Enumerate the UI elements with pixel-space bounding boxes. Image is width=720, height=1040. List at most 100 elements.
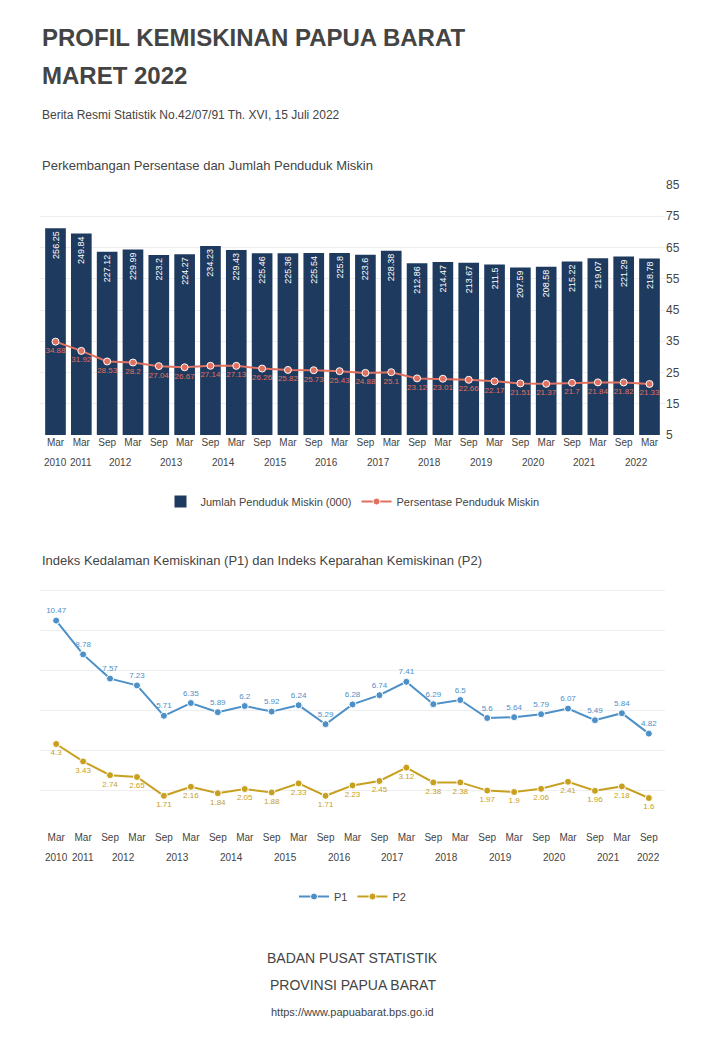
svg-text:PROFIL KEMISKINAN PAPUA BARAT: PROFIL KEMISKINAN PAPUA BARAT — [42, 24, 465, 51]
svg-text:MARET 2022: MARET 2022 — [42, 62, 187, 89]
svg-text:21.37: 21.37 — [536, 388, 557, 397]
svg-text:2019: 2019 — [470, 457, 493, 468]
svg-text:6.74: 6.74 — [372, 681, 388, 690]
svg-text:Sep: Sep — [615, 437, 633, 448]
svg-text:Mar: Mar — [74, 832, 92, 843]
svg-text:Sep: Sep — [424, 832, 442, 843]
svg-text:Mar: Mar — [48, 832, 66, 843]
svg-text:2010: 2010 — [45, 852, 68, 863]
svg-text:211.5: 211.5 — [490, 267, 500, 289]
svg-text:2018: 2018 — [435, 852, 458, 863]
svg-text:2021: 2021 — [597, 852, 620, 863]
svg-text:2.23: 2.23 — [345, 790, 361, 799]
svg-text:Sep: Sep — [150, 437, 168, 448]
svg-text:21.51: 21.51 — [510, 388, 531, 397]
svg-text:Mar: Mar — [182, 832, 200, 843]
svg-text:Mar: Mar — [559, 832, 577, 843]
svg-text:Mar: Mar — [228, 437, 246, 448]
svg-text:214.47: 214.47 — [438, 265, 448, 293]
svg-text:5.29: 5.29 — [318, 710, 334, 719]
svg-text:2019: 2019 — [489, 852, 512, 863]
svg-text:1.6: 1.6 — [643, 802, 655, 811]
svg-text:6.5: 6.5 — [455, 686, 467, 695]
svg-text:Sep: Sep — [263, 832, 281, 843]
svg-text:Mar: Mar — [434, 437, 452, 448]
svg-text:2017: 2017 — [367, 457, 390, 468]
svg-text:34.88: 34.88 — [45, 346, 66, 355]
svg-text:25.73: 25.73 — [304, 375, 325, 384]
svg-text:1.84: 1.84 — [210, 798, 226, 807]
svg-text:5: 5 — [666, 428, 673, 442]
svg-text:PROVINSI PAPUA BARAT: PROVINSI PAPUA BARAT — [270, 977, 436, 993]
svg-text:Mar: Mar — [452, 832, 470, 843]
svg-text:2021: 2021 — [573, 457, 596, 468]
svg-text:2.38: 2.38 — [426, 787, 442, 796]
svg-text:Sep: Sep — [532, 832, 550, 843]
svg-text:Sep: Sep — [317, 832, 335, 843]
svg-text:2014: 2014 — [220, 852, 243, 863]
svg-text:Sep: Sep — [511, 437, 529, 448]
svg-text:25: 25 — [666, 366, 680, 380]
svg-text:2.38: 2.38 — [452, 787, 468, 796]
svg-text:2.06: 2.06 — [533, 793, 549, 802]
svg-text:2018: 2018 — [418, 457, 441, 468]
svg-text:1.88: 1.88 — [264, 797, 280, 806]
svg-text:219.07: 219.07 — [593, 261, 603, 289]
svg-text:Sep: Sep — [586, 832, 604, 843]
svg-text:27.04: 27.04 — [149, 371, 170, 380]
svg-text:213.67: 213.67 — [464, 266, 474, 294]
svg-text:Mar: Mar — [290, 832, 308, 843]
svg-text:1.71: 1.71 — [318, 800, 334, 809]
svg-text:225.46: 225.46 — [257, 256, 267, 284]
svg-text:24.88: 24.88 — [355, 377, 376, 386]
svg-text:8.78: 8.78 — [75, 640, 91, 649]
svg-text:26.26: 26.26 — [252, 373, 273, 382]
svg-text:223.2: 223.2 — [154, 258, 164, 281]
svg-text:Sep: Sep — [408, 437, 426, 448]
svg-text:225.8: 225.8 — [335, 256, 345, 279]
svg-text:21.7: 21.7 — [564, 387, 580, 396]
svg-text:Mar: Mar — [589, 437, 607, 448]
svg-text:224.27: 224.27 — [180, 257, 190, 285]
svg-text:Perkembangan Persentase dan Ju: Perkembangan Persentase dan Jumlah Pendu… — [42, 158, 373, 173]
svg-text:2.45: 2.45 — [372, 785, 388, 794]
svg-text:2013: 2013 — [166, 852, 189, 863]
svg-text:6.28: 6.28 — [345, 690, 361, 699]
svg-text:228.38: 228.38 — [386, 254, 396, 282]
svg-text:4.82: 4.82 — [641, 719, 657, 728]
svg-text:Mar: Mar — [279, 437, 297, 448]
svg-text:5.79: 5.79 — [533, 700, 549, 709]
svg-text:28.2: 28.2 — [125, 367, 141, 376]
svg-text:2.16: 2.16 — [183, 791, 199, 800]
svg-text:207.59: 207.59 — [515, 271, 525, 299]
svg-text:75: 75 — [666, 209, 680, 223]
svg-text:2.41: 2.41 — [560, 786, 576, 795]
svg-text:2022: 2022 — [637, 852, 660, 863]
svg-text:Sep: Sep — [305, 437, 323, 448]
svg-text:Persentase Penduduk Miskin: Persentase Penduduk Miskin — [397, 496, 539, 508]
svg-text:21.82: 21.82 — [614, 387, 635, 396]
svg-text:5.84: 5.84 — [614, 699, 630, 708]
svg-text:227.12: 227.12 — [102, 255, 112, 283]
svg-text:2016: 2016 — [315, 457, 338, 468]
svg-text:2011: 2011 — [70, 457, 92, 468]
svg-text:10.47: 10.47 — [46, 606, 67, 615]
svg-text:2.05: 2.05 — [237, 793, 253, 802]
svg-text:P2: P2 — [392, 891, 405, 903]
svg-text:7.23: 7.23 — [129, 671, 145, 680]
svg-text:Sep: Sep — [460, 437, 478, 448]
svg-text:Mar: Mar — [538, 437, 556, 448]
svg-text:23.12: 23.12 — [407, 383, 428, 392]
svg-text:Mar: Mar — [641, 437, 659, 448]
svg-text:212.86: 212.86 — [412, 266, 422, 294]
svg-text:85: 85 — [666, 178, 680, 192]
svg-text:256.25: 256.25 — [51, 231, 61, 259]
svg-text:2010: 2010 — [44, 457, 67, 468]
svg-text:6.24: 6.24 — [291, 691, 307, 700]
svg-text:Mar: Mar — [613, 832, 631, 843]
svg-text:221.29: 221.29 — [619, 260, 629, 288]
svg-text:2011: 2011 — [72, 852, 94, 863]
svg-text:7.57: 7.57 — [102, 664, 118, 673]
svg-text:Sep: Sep — [640, 832, 658, 843]
svg-text:21.33: 21.33 — [639, 388, 660, 397]
